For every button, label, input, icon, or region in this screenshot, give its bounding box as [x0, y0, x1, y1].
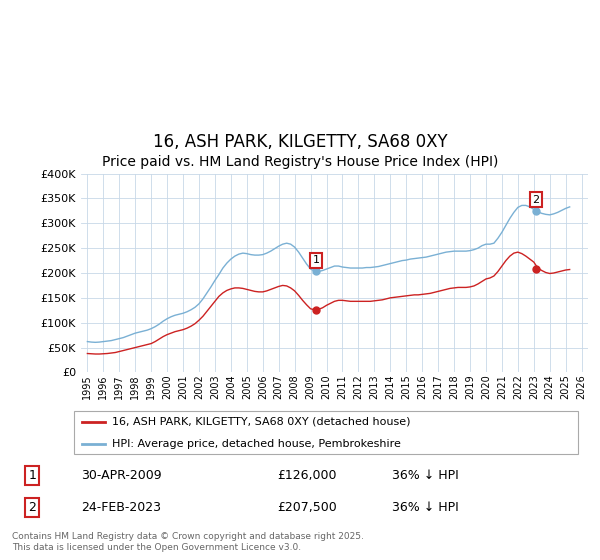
Text: 1: 1	[28, 469, 36, 482]
Text: 1996: 1996	[98, 374, 109, 399]
Text: 2023: 2023	[529, 374, 539, 399]
Text: 16, ASH PARK, KILGETTY, SA68 0XY (detached house): 16, ASH PARK, KILGETTY, SA68 0XY (detach…	[112, 417, 410, 427]
Text: 24-FEB-2023: 24-FEB-2023	[81, 501, 161, 514]
Text: HPI: Average price, detached house, Pembrokeshire: HPI: Average price, detached house, Pemb…	[112, 438, 400, 449]
Text: 1999: 1999	[146, 374, 156, 399]
FancyBboxPatch shape	[74, 410, 578, 455]
Text: 2026: 2026	[577, 374, 587, 399]
Text: £126,000: £126,000	[277, 469, 337, 482]
Text: 2011: 2011	[337, 374, 347, 399]
Text: £207,500: £207,500	[277, 501, 337, 514]
Text: 2017: 2017	[433, 374, 443, 399]
Text: 1998: 1998	[130, 374, 140, 399]
Text: 2001: 2001	[178, 374, 188, 399]
Text: 2016: 2016	[417, 374, 427, 399]
Text: 36% ↓ HPI: 36% ↓ HPI	[392, 501, 459, 514]
Text: 16, ASH PARK, KILGETTY, SA68 0XY: 16, ASH PARK, KILGETTY, SA68 0XY	[152, 133, 448, 151]
Text: 2019: 2019	[465, 374, 475, 399]
Text: 30-APR-2009: 30-APR-2009	[81, 469, 162, 482]
Text: 2021: 2021	[497, 374, 507, 399]
Text: 2010: 2010	[322, 374, 332, 399]
Text: 2002: 2002	[194, 374, 204, 399]
Text: 1997: 1997	[114, 374, 124, 399]
Text: 2014: 2014	[385, 374, 395, 399]
Text: 2013: 2013	[370, 374, 379, 399]
Text: 2009: 2009	[305, 374, 316, 399]
Text: 2004: 2004	[226, 374, 236, 399]
Text: 1995: 1995	[82, 374, 92, 399]
Text: 2: 2	[533, 195, 540, 205]
Text: 2008: 2008	[290, 374, 299, 399]
Text: 2: 2	[28, 501, 36, 514]
Text: Price paid vs. HM Land Registry's House Price Index (HPI): Price paid vs. HM Land Registry's House …	[102, 155, 498, 169]
Text: 2012: 2012	[353, 374, 364, 399]
Text: 2006: 2006	[258, 374, 268, 399]
Text: 2007: 2007	[274, 374, 284, 399]
Text: 2020: 2020	[481, 374, 491, 399]
Text: 2024: 2024	[545, 374, 555, 399]
Text: 2003: 2003	[210, 374, 220, 399]
Text: 2018: 2018	[449, 374, 459, 399]
Text: Contains HM Land Registry data © Crown copyright and database right 2025.
This d: Contains HM Land Registry data © Crown c…	[12, 532, 364, 552]
Text: 2022: 2022	[513, 374, 523, 399]
Text: 1: 1	[313, 255, 319, 265]
Text: 2005: 2005	[242, 374, 252, 399]
Text: 36% ↓ HPI: 36% ↓ HPI	[392, 469, 459, 482]
Text: 2000: 2000	[162, 374, 172, 399]
Text: 2015: 2015	[401, 374, 411, 399]
Text: 2025: 2025	[560, 374, 571, 399]
